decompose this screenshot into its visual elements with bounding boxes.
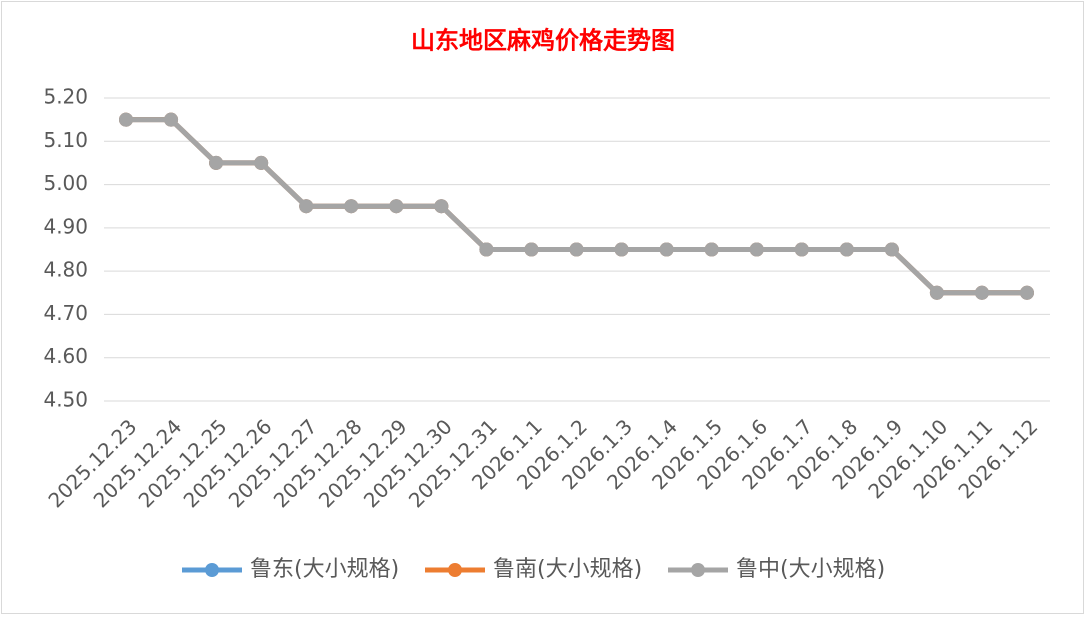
y-tick-label: 4.80 [43, 258, 88, 282]
data-point [299, 199, 314, 214]
data-point [434, 199, 449, 214]
legend-marker [691, 563, 705, 577]
y-tick-label: 4.60 [43, 344, 88, 368]
legend-label: 鲁中(大小规格) [736, 557, 885, 582]
data-point [884, 242, 899, 257]
data-point [704, 242, 719, 257]
data-point [1020, 285, 1034, 300]
data-point [164, 112, 179, 127]
data-point [749, 242, 764, 257]
legend-label: 鲁南(大小规格) [493, 557, 642, 582]
legend-marker [205, 563, 219, 577]
y-tick-label: 4.70 [43, 301, 88, 325]
data-point [659, 242, 674, 257]
data-point [479, 242, 494, 257]
legend-label: 鲁东(大小规格) [250, 557, 399, 582]
data-point [209, 155, 224, 170]
y-tick-label: 4.90 [43, 214, 88, 238]
data-point [614, 242, 629, 257]
data-point [839, 242, 854, 257]
y-tick-label: 5.00 [43, 171, 88, 195]
data-point [389, 199, 404, 214]
data-point [929, 285, 944, 300]
data-point [569, 242, 584, 257]
legend-marker [448, 563, 462, 577]
data-point [344, 199, 359, 214]
data-point [119, 112, 133, 127]
data-point [794, 242, 809, 257]
y-tick-label: 5.10 [43, 128, 88, 152]
data-point [524, 242, 539, 257]
y-tick-label: 4.50 [43, 388, 88, 412]
chart-title: 山东地区麻鸡价格走势图 [411, 26, 675, 55]
data-point [254, 155, 269, 170]
y-tick-label: 5.20 [43, 85, 88, 109]
data-point [974, 285, 989, 300]
